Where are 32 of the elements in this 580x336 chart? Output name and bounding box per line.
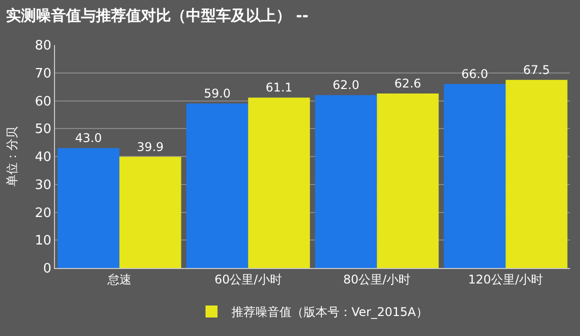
chart-title: 实测噪音值与推荐值对比（中型车及以上） -- [6, 6, 308, 25]
bar [315, 95, 377, 268]
y-tick-label: 60 [34, 94, 52, 110]
bar [119, 156, 182, 268]
bar [186, 104, 248, 268]
x-tick-label: 怠速 [106, 272, 132, 286]
bar [376, 94, 439, 268]
y-tick-label: 70 [34, 66, 52, 82]
x-tick-label: 60公里/小时 [214, 272, 282, 286]
text: 67.5 [523, 62, 550, 77]
y-tick-label: 0 [43, 262, 52, 277]
y-axis-title: 单位：分贝 [5, 126, 20, 186]
y-tick-label: 80 [34, 38, 52, 54]
x-tick-label: 120公里/小时 [468, 272, 544, 286]
y-tick-label: 30 [34, 178, 52, 193]
y-tick-label: 10 [34, 234, 52, 249]
text: 62.6 [394, 76, 422, 90]
bar [248, 98, 310, 268]
text: 61.1 [266, 80, 292, 95]
y-tick-label: 50 [34, 122, 52, 138]
bar [506, 80, 568, 268]
legend-label: 推荐噪音值（版本号：Ver_2015A） [232, 305, 428, 320]
text: 43.0 [75, 131, 102, 146]
text: 59.0 [204, 86, 231, 101]
bar [444, 84, 506, 268]
bar [58, 148, 120, 268]
text: 62.0 [332, 78, 360, 92]
y-tick-label: 40 [34, 150, 52, 166]
y-tick-label: 20 [34, 206, 52, 221]
x-tick-label: 80公里/小时 [343, 272, 411, 286]
text: 66.0 [461, 67, 488, 82]
text: 39.9 [136, 140, 164, 154]
